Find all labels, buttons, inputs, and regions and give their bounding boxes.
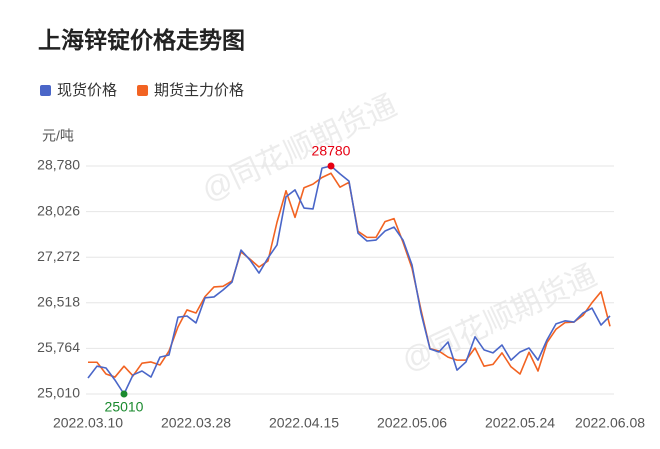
chart-title: 上海锌锭价格走势图 [38,27,245,53]
y-tick-label: 25,764 [37,339,80,355]
y-tick-label: 27,272 [37,248,80,264]
y-tick-label: 25,010 [37,385,80,401]
legend-swatch [40,85,51,96]
legend-label: 现货价格 [57,82,117,99]
x-tick-label: 2022.03.10 [53,415,123,431]
legend-label: 期货主力价格 [154,82,244,99]
x-tick-label: 2022.03.28 [161,415,231,431]
y-tick-label: 26,518 [37,294,80,310]
legend-swatch [137,85,149,96]
y-tick-label: 28,780 [37,157,80,173]
x-tick-label: 2022.05.06 [377,415,447,431]
y-tick-label: 28,026 [37,202,80,218]
watermark: @同花顺期货通 [197,89,402,208]
extreme-point [120,390,128,398]
watermark: @同花顺期货通 [397,259,602,378]
x-tick-label: 2022.06.08 [575,415,645,431]
extreme-point [327,162,335,170]
y-unit: 元/吨 [42,128,74,144]
series-line [87,165,611,395]
data-label: 25010 [105,399,144,415]
series-line [88,172,611,378]
data-label: 28780 [312,143,351,159]
x-tick-label: 2022.05.24 [485,415,555,431]
x-tick-label: 2022.04.15 [269,415,339,431]
